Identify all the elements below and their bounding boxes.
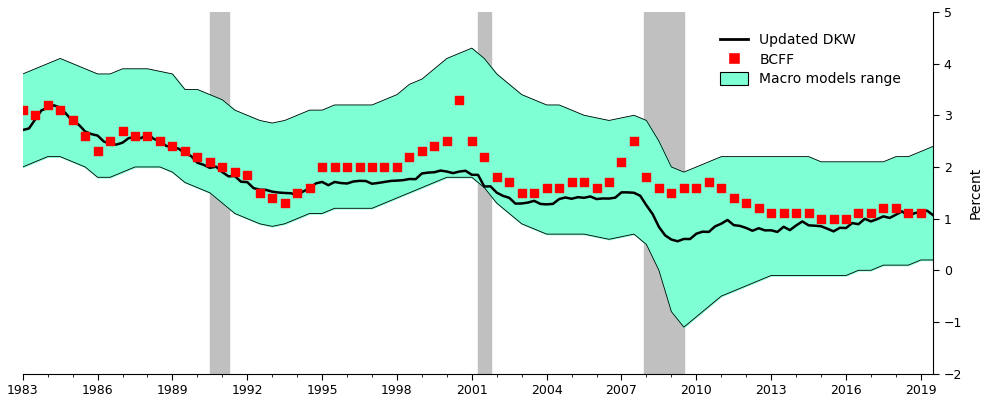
Point — [52, 107, 68, 114]
Point — [551, 184, 567, 191]
Point — [177, 148, 193, 155]
Point — [189, 154, 205, 160]
Point — [451, 97, 467, 103]
Point — [651, 184, 667, 191]
Point — [402, 154, 418, 160]
Point — [28, 112, 44, 118]
Point — [476, 154, 492, 160]
Point — [314, 164, 330, 170]
Point — [277, 200, 293, 206]
Legend: Updated DKW, BCFF, Macro models range: Updated DKW, BCFF, Macro models range — [714, 26, 908, 93]
Point — [340, 164, 355, 170]
Point — [389, 164, 405, 170]
Point — [215, 164, 231, 170]
Y-axis label: Percent: Percent — [969, 167, 983, 219]
Point — [888, 205, 904, 212]
Point — [464, 138, 480, 144]
Point — [614, 158, 630, 165]
Point — [514, 189, 530, 196]
Point — [663, 189, 679, 196]
Point — [90, 148, 106, 155]
Point — [850, 210, 866, 217]
Point — [427, 143, 443, 149]
Point — [576, 179, 592, 186]
Point — [589, 184, 605, 191]
Point — [601, 179, 617, 186]
Point — [626, 138, 642, 144]
Bar — [644, 12, 684, 374]
Point — [676, 184, 692, 191]
Point — [77, 133, 93, 139]
Point — [563, 179, 579, 186]
Point — [289, 189, 305, 196]
Point — [813, 215, 829, 222]
Bar — [478, 12, 490, 374]
Point — [40, 102, 55, 108]
Point — [140, 133, 155, 139]
Point — [414, 148, 430, 155]
Point — [901, 210, 917, 217]
Point — [726, 195, 742, 201]
Point — [240, 171, 255, 178]
Point — [875, 205, 891, 212]
Point — [701, 179, 717, 186]
Point — [739, 200, 754, 206]
Point — [826, 215, 842, 222]
Point — [64, 117, 80, 124]
Point — [688, 184, 704, 191]
Point — [202, 158, 218, 165]
Point — [776, 210, 792, 217]
Point — [376, 164, 392, 170]
Bar — [210, 12, 229, 374]
Point — [527, 189, 543, 196]
Point — [302, 184, 318, 191]
Point — [227, 169, 243, 175]
Point — [763, 210, 779, 217]
Point — [788, 210, 804, 217]
Point — [164, 143, 180, 149]
Point — [439, 138, 454, 144]
Point — [750, 205, 766, 212]
Point — [327, 164, 343, 170]
Point — [264, 195, 280, 201]
Point — [639, 174, 654, 181]
Point — [364, 164, 380, 170]
Point — [839, 215, 854, 222]
Point — [15, 107, 31, 114]
Point — [102, 138, 118, 144]
Point — [127, 133, 143, 139]
Point — [489, 174, 505, 181]
Point — [115, 128, 131, 134]
Point — [539, 184, 554, 191]
Point — [251, 189, 267, 196]
Point — [714, 184, 730, 191]
Point — [913, 210, 929, 217]
Point — [863, 210, 879, 217]
Point — [351, 164, 367, 170]
Point — [801, 210, 817, 217]
Point — [501, 179, 517, 186]
Point — [152, 138, 168, 144]
